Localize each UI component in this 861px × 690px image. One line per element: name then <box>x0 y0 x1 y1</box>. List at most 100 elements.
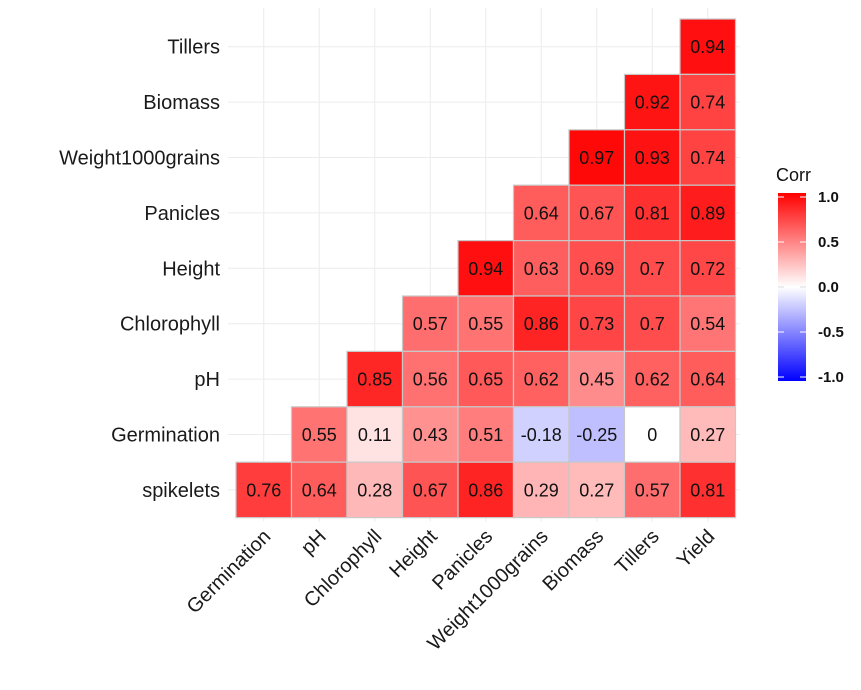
cell-value-label: 0.56 <box>413 370 448 390</box>
heatmap-cell <box>568 184 626 242</box>
cell-value-label: 0.81 <box>635 203 670 223</box>
heatmap-cell <box>679 350 737 408</box>
cell-value-label: 0.57 <box>635 480 670 500</box>
legend-tick-label: -0.5 <box>818 324 844 341</box>
cell-value-label: 0.65 <box>468 370 503 390</box>
cell-value-label: 0.27 <box>579 480 614 500</box>
y-tick-label: Chlorophyll <box>120 314 220 336</box>
heatmap-cell <box>512 240 570 297</box>
cell-value-label: 0.7 <box>640 314 665 334</box>
heatmap-cells <box>235 18 737 519</box>
heatmap-cell <box>623 240 681 297</box>
cell-value-label: 0.64 <box>690 370 725 390</box>
heatmap-cell <box>679 406 737 463</box>
cell-value-label: 0.67 <box>579 203 614 223</box>
cell-value-label: 0.86 <box>524 314 559 334</box>
heatmap-cell <box>679 73 737 131</box>
cell-value-label: 0.81 <box>690 480 725 500</box>
cell-value-label: 0.55 <box>468 314 503 334</box>
legend-title: Corr <box>776 165 811 185</box>
heatmap-cell <box>512 350 570 408</box>
cell-value-label: 0.7 <box>640 259 665 279</box>
cell-value-label: 0.54 <box>690 314 725 334</box>
cell-value-label: 0.72 <box>690 259 725 279</box>
heatmap-cell <box>568 295 626 353</box>
x-tick-label: pH <box>297 526 331 560</box>
heatmap-cell <box>679 461 737 519</box>
y-tick-label: Weight1000grains <box>59 148 220 170</box>
heatmap-cell <box>623 406 681 463</box>
heatmap-cell <box>679 18 737 76</box>
cell-value-label: 0.73 <box>579 314 614 334</box>
y-tick-label: Height <box>162 258 220 280</box>
y-tick-label: Tillers <box>167 37 220 59</box>
cell-value-label: 0.85 <box>357 370 392 390</box>
cell-value-label: 0.55 <box>302 425 337 445</box>
cell-value-label: 0.64 <box>302 480 337 500</box>
y-tick-label: spikelets <box>142 480 220 502</box>
legend-tick-label: 0.5 <box>818 234 839 251</box>
cell-value-label: 0.63 <box>524 259 559 279</box>
cell-value-label: 0.94 <box>690 37 725 57</box>
heatmap-cell <box>512 461 570 519</box>
x-tick-label: Germination <box>183 526 276 619</box>
cell-value-label: 0.62 <box>524 370 559 390</box>
cell-value-label: 0.57 <box>413 314 448 334</box>
cell-value-label: 0.74 <box>690 93 725 113</box>
cell-value-label: 0.43 <box>413 425 448 445</box>
x-tick-label: Biomass <box>538 526 608 596</box>
cell-value-label: 0.45 <box>579 370 614 390</box>
heatmap-cell <box>401 461 459 519</box>
cell-value-label: 0.97 <box>579 148 614 168</box>
heatmap-cell <box>457 350 515 408</box>
heatmap-cell <box>623 350 681 408</box>
heatmap-cell <box>679 184 737 242</box>
heatmap-cell <box>568 350 626 408</box>
cell-value-label: 0.27 <box>690 425 725 445</box>
cell-value-label: 0.92 <box>635 93 670 113</box>
heatmap-cell <box>512 295 570 353</box>
cell-value-label: 0.76 <box>246 480 281 500</box>
cell-value-label: 0.94 <box>468 259 503 279</box>
heatmap-cell <box>457 461 515 519</box>
y-tick-label: Germination <box>111 425 220 447</box>
heatmap-cell <box>346 350 404 408</box>
y-tick-label: pH <box>194 369 220 391</box>
cell-value-label: 0.74 <box>690 148 725 168</box>
cell-value-label: 0.28 <box>357 480 392 500</box>
cell-value-label: -0.25 <box>576 425 617 445</box>
cell-value-label: 0.62 <box>635 370 670 390</box>
heatmap-cell <box>623 73 681 131</box>
y-tick-label: Panicles <box>144 203 220 225</box>
heatmap-cell <box>401 350 459 408</box>
x-tick-label: Yield <box>673 526 719 572</box>
cell-value-label: 0.51 <box>468 425 503 445</box>
cell-value-label: 0.29 <box>524 480 559 500</box>
heatmap-cell <box>346 461 404 519</box>
y-axis-tick-labels: spikelets Germination pH Chlorophyll Height P… <box>59 37 220 502</box>
y-tick-label: Biomass <box>143 92 220 114</box>
cell-value-label: 0 <box>647 425 657 445</box>
cell-value-label: 0.89 <box>690 203 725 223</box>
heatmap-cell <box>290 461 348 519</box>
heatmap-cell <box>568 129 626 186</box>
heatmap-cell <box>623 461 681 519</box>
heatmap-cell <box>568 240 626 297</box>
cell-value-label: 0.11 <box>358 425 392 445</box>
cell-value-label: 0.67 <box>413 480 448 500</box>
cell-value-label: 0.69 <box>579 259 614 279</box>
legend-tick-label: -1.0 <box>818 369 844 386</box>
legend-tick-label: 0.0 <box>818 279 839 296</box>
cell-value-label: -0.18 <box>521 425 562 445</box>
heatmap-cell <box>457 295 515 353</box>
heatmap-cell <box>457 406 515 463</box>
heatmap-cell <box>401 295 459 353</box>
heatmap-cell <box>679 129 737 186</box>
color-legend: Corr 1.0 0.5 0.0 -0.5 -1.0 <box>776 165 844 386</box>
heatmap-cell-labels: 0.94 0.92 0.74 0.97 0.93 0.74 0.64 0.67 0.81 0.89… <box>246 37 725 500</box>
heatmap-cell <box>679 240 737 297</box>
legend-tick-label: 1.0 <box>818 189 839 206</box>
cell-value-label: 0.86 <box>468 480 503 500</box>
